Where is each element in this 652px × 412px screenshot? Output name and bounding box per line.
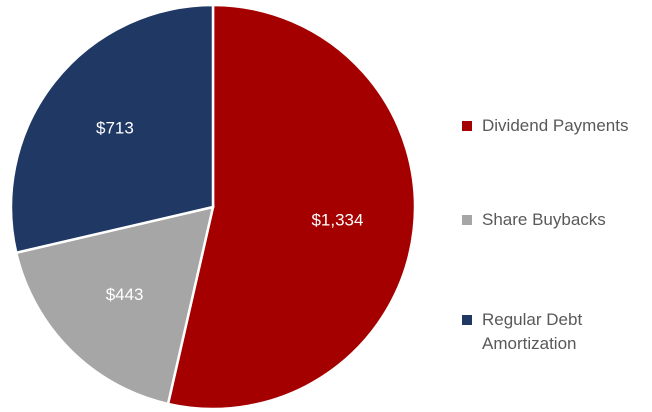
data-label: $443: [106, 285, 144, 304]
pie-slice: [14, 205, 215, 406]
legend-swatch: [462, 315, 472, 325]
legend-swatch: [462, 215, 472, 225]
legend-label: Dividend Payments: [482, 116, 629, 135]
pie-slice: [166, 3, 417, 411]
legend-item: Share Buybacks: [462, 208, 632, 232]
legend-swatch: [462, 121, 472, 131]
legend-label: Regular Debt Amortization: [482, 310, 583, 353]
data-label: $1,334: [311, 211, 363, 230]
legend-item: Regular Debt Amortization: [462, 308, 632, 356]
pie-slice: [9, 3, 215, 255]
legend-item: Dividend Payments: [462, 114, 632, 138]
legend-label: Share Buybacks: [482, 210, 606, 229]
data-label: $713: [96, 119, 134, 138]
